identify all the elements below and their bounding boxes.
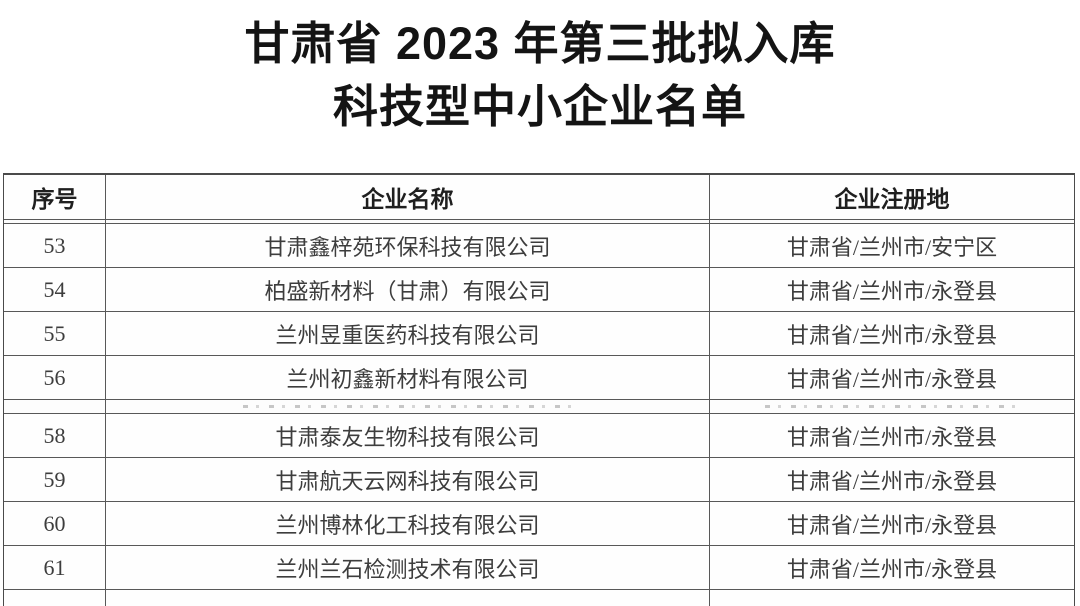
cell-company-name: 甘肃鑫梓苑环保科技有限公司	[106, 224, 710, 267]
cell-number: 60	[4, 502, 106, 545]
table-row: 53 甘肃鑫梓苑环保科技有限公司 甘肃省/兰州市/安宁区	[4, 224, 1074, 268]
cell-number: 56	[4, 356, 106, 399]
table-row: 54 柏盛新材料（甘肃）有限公司 甘肃省/兰州市/永登县	[4, 268, 1074, 312]
table-row: 61 兰州兰石检测技术有限公司 甘肃省/兰州市/永登县	[4, 546, 1074, 590]
cell-company-name: 兰州兰石检测技术有限公司	[106, 546, 710, 589]
page-title-line1: 甘肃省 2023 年第三批拟入库	[244, 18, 836, 69]
table-row-clipped-illegible	[4, 400, 1074, 414]
header-double-rule-gap	[4, 220, 1074, 224]
cell-location: 甘肃省/兰州市/安宁区	[786, 234, 998, 260]
table-row-partial-cut	[4, 590, 1074, 606]
cell-company-name: 柏盛新材料（甘肃）有限公司	[106, 268, 710, 311]
cell-location: 甘肃省/兰州市/永登县	[786, 468, 998, 494]
cell-company-name: 甘肃航天云网科技有限公司	[106, 458, 710, 501]
cell-location: 甘肃省/兰州市/永登县	[786, 424, 998, 450]
table-row: 60 兰州博林化工科技有限公司 甘肃省/兰州市/永登县	[4, 502, 1074, 546]
cell-number: 59	[4, 458, 106, 501]
page-title-line2: 科技型中小企业名单	[332, 81, 747, 132]
cell-number: 58	[4, 414, 106, 457]
cell-location: 甘肃省/兰州市/永登县	[786, 278, 998, 304]
table-row: 59 甘肃航天云网科技有限公司 甘肃省/兰州市/永登县	[4, 458, 1074, 502]
cell-number: 54	[4, 268, 106, 311]
header-cell-number: 序号	[4, 175, 106, 219]
cell-company-name: 兰州初鑫新材料有限公司	[106, 356, 710, 399]
illegible-text-fragment	[242, 405, 573, 408]
header-cell-location: 企业注册地	[834, 186, 950, 212]
table-header-row: 序号 企业名称 企业注册地	[4, 175, 1074, 220]
cell-location: 甘肃省/兰州市/永登县	[786, 556, 998, 582]
cell-location: 甘肃省/兰州市/永登县	[786, 322, 998, 348]
illegible-text-fragment	[764, 405, 1020, 408]
cell-location: 甘肃省/兰州市/永登县	[786, 512, 998, 538]
cell-number: 55	[4, 312, 106, 355]
company-list-table: 序号 企业名称 企业注册地 53 甘肃鑫梓苑环保科技有限公司 甘肃省/兰州市/安…	[3, 173, 1075, 606]
page-title: 甘肃省 2023 年第三批拟入库 科技型中小企业名单	[0, 12, 1080, 138]
table-row: 56 兰州初鑫新材料有限公司 甘肃省/兰州市/永登县	[4, 356, 1074, 400]
cell-company-name: 兰州博林化工科技有限公司	[106, 502, 710, 545]
cell-location: 甘肃省/兰州市/永登县	[786, 366, 998, 392]
cell-number: 61	[4, 546, 106, 589]
cell-company-name: 兰州昱重医药科技有限公司	[106, 312, 710, 355]
header-cell-name: 企业名称	[106, 175, 710, 219]
table-row: 58 甘肃泰友生物科技有限公司 甘肃省/兰州市/永登县	[4, 414, 1074, 458]
table-row: 55 兰州昱重医药科技有限公司 甘肃省/兰州市/永登县	[4, 312, 1074, 356]
cell-number: 53	[4, 224, 106, 267]
cell-company-name: 甘肃泰友生物科技有限公司	[106, 414, 710, 457]
